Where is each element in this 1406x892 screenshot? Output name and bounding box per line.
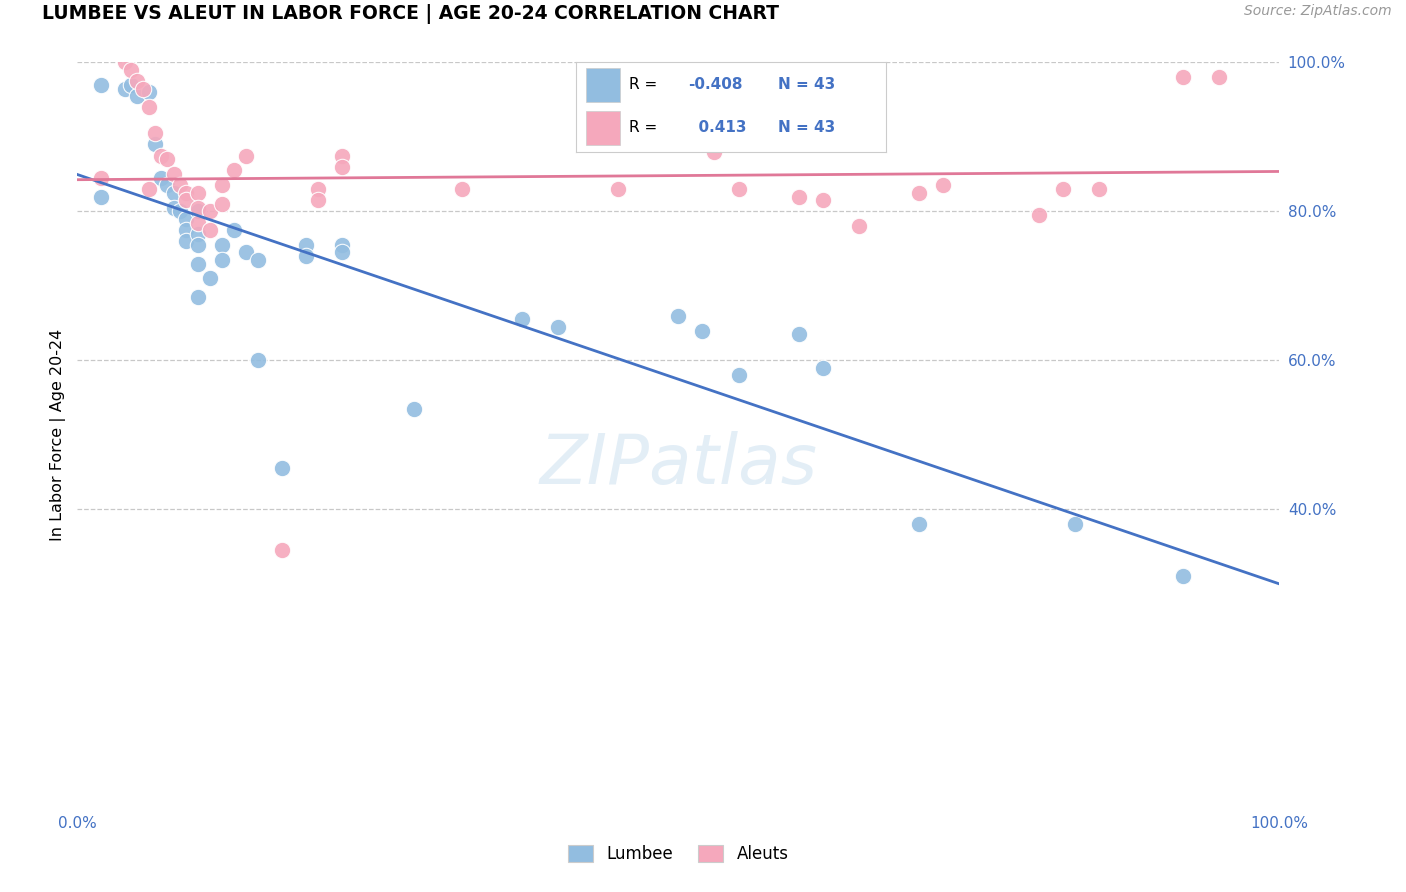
Point [198, 223, 221, 237]
Point [90, 170, 112, 185]
Point [1173, 70, 1195, 85]
Point [150, 148, 173, 162]
Point [307, 182, 329, 196]
Point [120, 62, 142, 77]
Text: R =: R = [628, 120, 662, 135]
Point [187, 204, 209, 219]
Text: N = 43: N = 43 [778, 78, 835, 92]
Point [90, 78, 112, 92]
Point [1052, 182, 1074, 196]
Point [307, 193, 329, 207]
Point [174, 193, 197, 207]
Point [330, 238, 353, 252]
Point [811, 193, 834, 207]
Point [1088, 182, 1111, 196]
Text: N = 43: N = 43 [778, 120, 835, 135]
Point [270, 461, 292, 475]
Point [1173, 569, 1195, 583]
Point [187, 290, 209, 304]
Point [174, 223, 197, 237]
Point [222, 223, 245, 237]
Point [169, 178, 191, 193]
Text: Source: ZipAtlas.com: Source: ZipAtlas.com [1244, 4, 1392, 19]
Point [187, 238, 209, 252]
FancyBboxPatch shape [586, 111, 620, 145]
Point [668, 309, 690, 323]
Point [270, 543, 292, 558]
Point [169, 204, 191, 219]
Point [547, 319, 569, 334]
Point [187, 201, 209, 215]
Point [908, 186, 931, 200]
Point [908, 517, 931, 532]
Point [156, 178, 179, 193]
Point [1064, 517, 1087, 532]
Text: -0.408: -0.408 [688, 78, 742, 92]
Point [607, 182, 630, 196]
Point [727, 368, 749, 383]
Point [132, 81, 155, 95]
Point [127, 74, 149, 88]
Point [235, 148, 257, 162]
Point [787, 327, 810, 342]
Point [150, 170, 173, 185]
Point [211, 238, 233, 252]
Point [246, 252, 269, 267]
Point [703, 145, 725, 159]
Point [162, 201, 184, 215]
Point [222, 163, 245, 178]
Point [138, 100, 160, 114]
Y-axis label: In Labor Force | Age 20-24: In Labor Force | Age 20-24 [51, 329, 66, 541]
Point [727, 182, 749, 196]
Text: LUMBEE VS ALEUT IN LABOR FORCE | AGE 20-24 CORRELATION CHART: LUMBEE VS ALEUT IN LABOR FORCE | AGE 20-… [42, 4, 779, 24]
Text: ZIPatlas: ZIPatlas [540, 431, 817, 498]
Point [1208, 70, 1230, 85]
Point [90, 189, 112, 203]
Point [848, 126, 870, 140]
Point [811, 360, 834, 375]
Point [138, 182, 160, 196]
Point [114, 55, 136, 70]
Point [294, 238, 316, 252]
Point [198, 204, 221, 219]
Legend: Lumbee, Aleuts: Lumbee, Aleuts [561, 838, 796, 870]
Point [451, 182, 474, 196]
Point [138, 85, 160, 99]
Point [294, 249, 316, 263]
FancyBboxPatch shape [586, 68, 620, 102]
Point [211, 252, 233, 267]
Point [932, 178, 955, 193]
Point [330, 160, 353, 174]
Point [114, 81, 136, 95]
Point [174, 234, 197, 248]
Point [162, 186, 184, 200]
Point [187, 227, 209, 241]
Point [156, 153, 179, 167]
Point [127, 89, 149, 103]
Point [162, 167, 184, 181]
Point [120, 78, 142, 92]
Point [187, 216, 209, 230]
Point [174, 211, 197, 226]
Point [145, 126, 167, 140]
Point [235, 245, 257, 260]
Point [402, 401, 425, 416]
Point [787, 189, 810, 203]
Point [187, 256, 209, 270]
Point [211, 197, 233, 211]
Point [330, 245, 353, 260]
Point [848, 219, 870, 234]
Point [145, 137, 167, 152]
Point [330, 148, 353, 162]
Point [246, 353, 269, 368]
Point [510, 312, 533, 326]
Point [692, 324, 714, 338]
Point [211, 178, 233, 193]
Point [1028, 208, 1050, 222]
Point [198, 271, 221, 285]
Text: 0.413: 0.413 [688, 120, 747, 135]
Point [187, 186, 209, 200]
Point [174, 186, 197, 200]
Text: R =: R = [628, 78, 662, 92]
